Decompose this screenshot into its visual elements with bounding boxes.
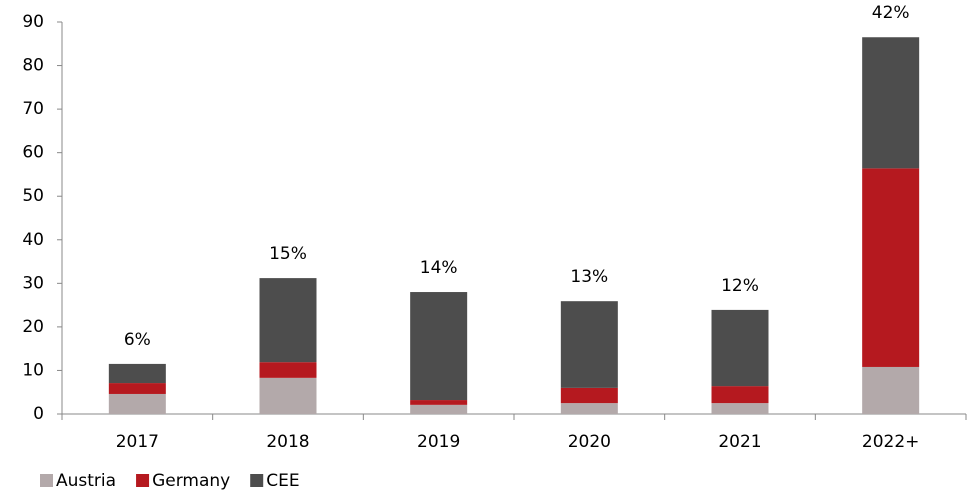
- bar-segment: [108, 383, 166, 394]
- legend-swatch: [136, 474, 150, 487]
- y-tick-label: 70: [22, 99, 44, 119]
- y-tick-label: 90: [22, 12, 44, 32]
- bar-top-label: 13%: [570, 267, 608, 287]
- bar-segment: [711, 386, 769, 404]
- bar-segment: [862, 168, 920, 367]
- bar-segment: [862, 366, 920, 414]
- legend-label: Austria: [56, 471, 116, 491]
- bar-segment: [410, 404, 468, 414]
- legend-swatch: [250, 474, 264, 487]
- bar-segment: [862, 37, 920, 169]
- bar-segment: [560, 403, 618, 414]
- x-tick-label: 2020: [568, 432, 611, 452]
- legend-label: CEE: [266, 471, 299, 491]
- legend-swatch: [40, 474, 53, 487]
- y-tick-label: 80: [22, 56, 44, 76]
- bar-segment: [560, 301, 618, 388]
- bar-top-label: 6%: [124, 330, 151, 350]
- bar-segment: [410, 400, 468, 405]
- bar-segment: [259, 362, 317, 378]
- bar-segment: [259, 377, 317, 414]
- bar-segment: [410, 292, 468, 401]
- x-tick-label: 2022+: [862, 432, 920, 452]
- x-tick-label: 2018: [266, 432, 309, 452]
- y-tick-label: 60: [22, 143, 44, 163]
- y-tick-label: 0: [33, 404, 44, 424]
- x-tick-label: 2017: [116, 432, 159, 452]
- y-tick-label: 30: [22, 273, 44, 293]
- bar-top-label: 15%: [269, 244, 307, 264]
- x-tick-label: 2019: [417, 432, 460, 452]
- bar-segment: [711, 309, 769, 387]
- x-tick-label: 2021: [718, 432, 761, 452]
- bar-top-label: 14%: [420, 258, 458, 278]
- y-tick-label: 50: [22, 186, 44, 206]
- y-tick-label: 40: [22, 230, 44, 250]
- bar-segment: [711, 403, 769, 414]
- bar-segment: [560, 387, 618, 404]
- legend-label: Germany: [152, 471, 230, 491]
- bar-top-label: 42%: [872, 3, 910, 23]
- bar-top-label: 12%: [721, 276, 759, 296]
- y-tick-label: 20: [22, 317, 44, 337]
- bar-segment: [108, 393, 166, 414]
- y-tick-label: 10: [22, 360, 44, 380]
- bar-segment: [108, 363, 166, 384]
- bar-segment: [259, 278, 317, 363]
